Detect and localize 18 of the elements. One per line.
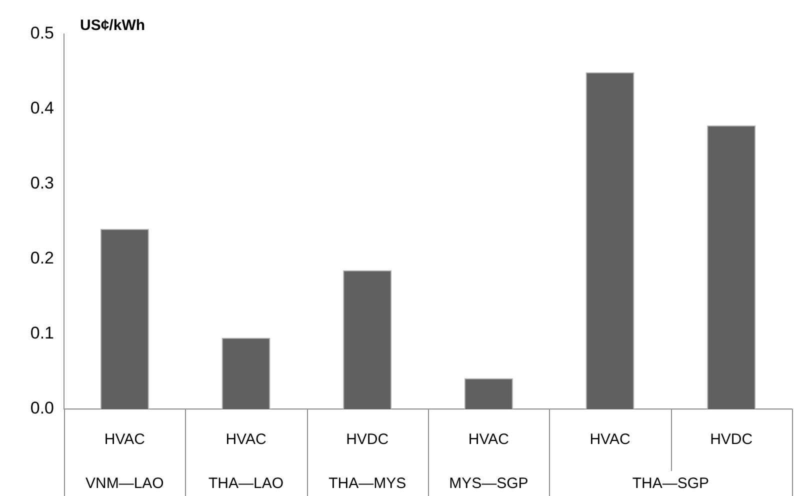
y-tick-label: 0.3 [30, 174, 54, 193]
text: THA—SGP [632, 475, 710, 492]
y-tick-label: 0.4 [30, 98, 54, 118]
x-tick-label: HVDC [346, 431, 389, 448]
y-tick-label: 0.5 [30, 24, 54, 43]
x-tick-label: HVAC [468, 431, 510, 448]
y-tick-label: 0.0 [30, 398, 54, 418]
x-tick-label: HVAC [104, 431, 146, 448]
y-tick-label: 0.2 [30, 248, 54, 268]
y-axis-title: US¢/kWh [80, 17, 146, 34]
x-tick-label: HVAC [590, 431, 630, 448]
text: THA—MYS [328, 475, 406, 492]
y-tick-label: 0.1 [30, 324, 54, 343]
text: VNM—LAO [85, 475, 164, 492]
text: MYS—SGP [449, 475, 528, 492]
text: THA—LAO [208, 475, 284, 492]
x-tick-label: HVAC [226, 431, 266, 448]
x-tick-label: HVDC [710, 431, 753, 448]
